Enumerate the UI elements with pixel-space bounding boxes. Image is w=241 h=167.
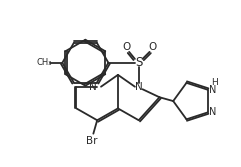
Text: S: S bbox=[135, 56, 142, 69]
Text: H: H bbox=[212, 78, 218, 87]
Text: N: N bbox=[89, 82, 97, 92]
Text: O: O bbox=[122, 42, 131, 52]
Text: N: N bbox=[135, 82, 143, 92]
Text: Br: Br bbox=[86, 136, 97, 146]
Text: CH₃: CH₃ bbox=[36, 58, 52, 67]
Text: O: O bbox=[148, 42, 156, 52]
Text: N: N bbox=[209, 85, 217, 95]
Text: N: N bbox=[209, 107, 217, 117]
